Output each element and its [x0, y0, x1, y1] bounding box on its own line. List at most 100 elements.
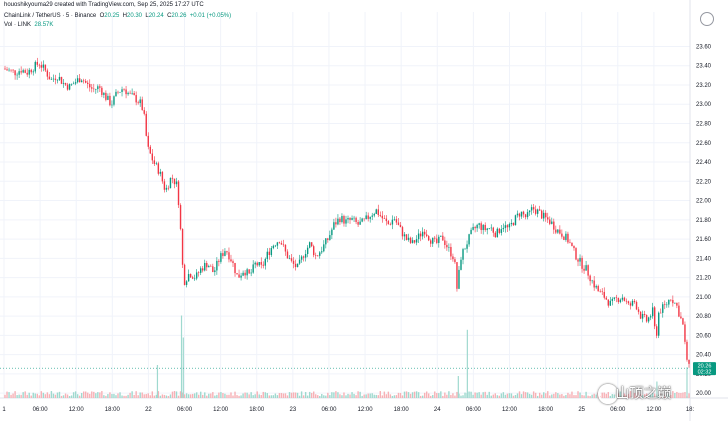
x-tick-label: 23 — [289, 407, 296, 413]
volume-bar — [450, 394, 452, 398]
ohlc-close-label: C — [167, 13, 172, 19]
candle-body — [678, 305, 680, 317]
candle-body — [613, 297, 616, 299]
candle-body — [488, 228, 490, 229]
volume-bar — [502, 392, 505, 398]
candle-body — [147, 135, 149, 147]
candle-body — [658, 312, 660, 336]
volume-bar — [565, 394, 567, 398]
candle-body — [583, 268, 585, 271]
candle-body — [540, 210, 543, 219]
candle-body — [278, 242, 281, 244]
volume-bar — [627, 393, 630, 398]
candle-body — [210, 265, 212, 267]
volume-bar — [355, 395, 357, 398]
tradingview-logo-icon — [700, 12, 714, 26]
volume-bar — [381, 395, 384, 398]
volume-bar — [220, 392, 222, 398]
volume-bar — [302, 395, 305, 398]
candle-body — [28, 69, 30, 75]
volume-bar — [200, 391, 202, 398]
candle-body — [95, 89, 97, 90]
volume-bar — [4, 394, 6, 398]
candle-body — [577, 259, 579, 262]
candle-body — [167, 187, 170, 189]
candle-body — [407, 237, 410, 240]
volume-bar — [345, 395, 347, 398]
candle-body — [165, 187, 168, 190]
candle-body — [425, 234, 428, 237]
volume-bar — [145, 394, 147, 398]
volume-bar — [454, 395, 456, 398]
volume-bar — [308, 391, 311, 398]
volume-bar — [171, 391, 174, 398]
candle-body — [486, 228, 488, 231]
candle-body — [296, 263, 299, 268]
candle-body — [452, 256, 454, 260]
candle-body — [58, 76, 61, 80]
candle-body — [545, 212, 547, 218]
candle-body — [218, 260, 220, 262]
candle-body — [597, 285, 599, 292]
volume-bar — [222, 393, 224, 398]
volume-bar — [226, 394, 228, 398]
candle-body — [478, 223, 480, 225]
candle-body — [87, 82, 89, 84]
volume-bar — [28, 392, 30, 398]
y-tick-label: 21.60 — [696, 237, 712, 243]
candle-body — [381, 215, 384, 219]
volume-bar — [432, 394, 434, 398]
candle-body — [641, 313, 644, 319]
candle-body — [20, 71, 22, 73]
volume-bar — [18, 394, 20, 398]
x-tick-label: 25 — [578, 407, 585, 413]
candle-body — [474, 226, 476, 229]
candle-body — [200, 268, 202, 273]
candle-body — [611, 298, 614, 301]
volume-bar — [197, 394, 200, 398]
volume-bar — [583, 395, 585, 398]
volume-bar — [52, 393, 55, 398]
candle-body — [93, 88, 95, 90]
y-tick-label: 23.40 — [696, 64, 712, 70]
volume-bar — [526, 392, 529, 398]
volume-bars — [4, 315, 690, 398]
volume-bar — [331, 392, 333, 398]
volume-bar — [522, 391, 525, 398]
volume-bar — [595, 394, 597, 398]
volume-bar — [653, 393, 656, 398]
volume-bar — [175, 391, 178, 398]
volume-bar — [131, 391, 133, 398]
candle-body — [438, 236, 440, 243]
volume-bar — [218, 392, 220, 398]
volume-bar — [555, 392, 557, 398]
ohlc-high: 20.30 — [127, 13, 143, 19]
volume-bar — [430, 395, 432, 398]
volume-bar — [185, 393, 188, 398]
candle-body — [179, 205, 182, 229]
candle-body — [351, 218, 353, 220]
candle-body — [85, 80, 87, 83]
candle-body — [262, 264, 264, 266]
volume-bar — [403, 391, 406, 398]
candle-body — [668, 299, 670, 305]
volume-bar — [514, 394, 517, 398]
candle-body — [559, 229, 561, 234]
y-tick-label: 23.20 — [696, 83, 712, 89]
candle-body — [268, 251, 271, 255]
volume-bar — [486, 394, 488, 398]
volume-bar — [587, 395, 589, 398]
volume-bar — [664, 394, 666, 398]
candle-body — [379, 214, 381, 216]
volume-spike — [457, 376, 459, 398]
x-tick-label: 18:00 — [538, 407, 554, 413]
volume-bar — [310, 392, 313, 398]
volume-bar — [434, 391, 436, 398]
candle-body — [434, 237, 436, 239]
volume-bar — [512, 395, 515, 398]
candle-body — [534, 209, 537, 214]
candle-body — [60, 76, 63, 84]
volume-bar — [339, 394, 341, 398]
volume-bar — [230, 392, 232, 398]
